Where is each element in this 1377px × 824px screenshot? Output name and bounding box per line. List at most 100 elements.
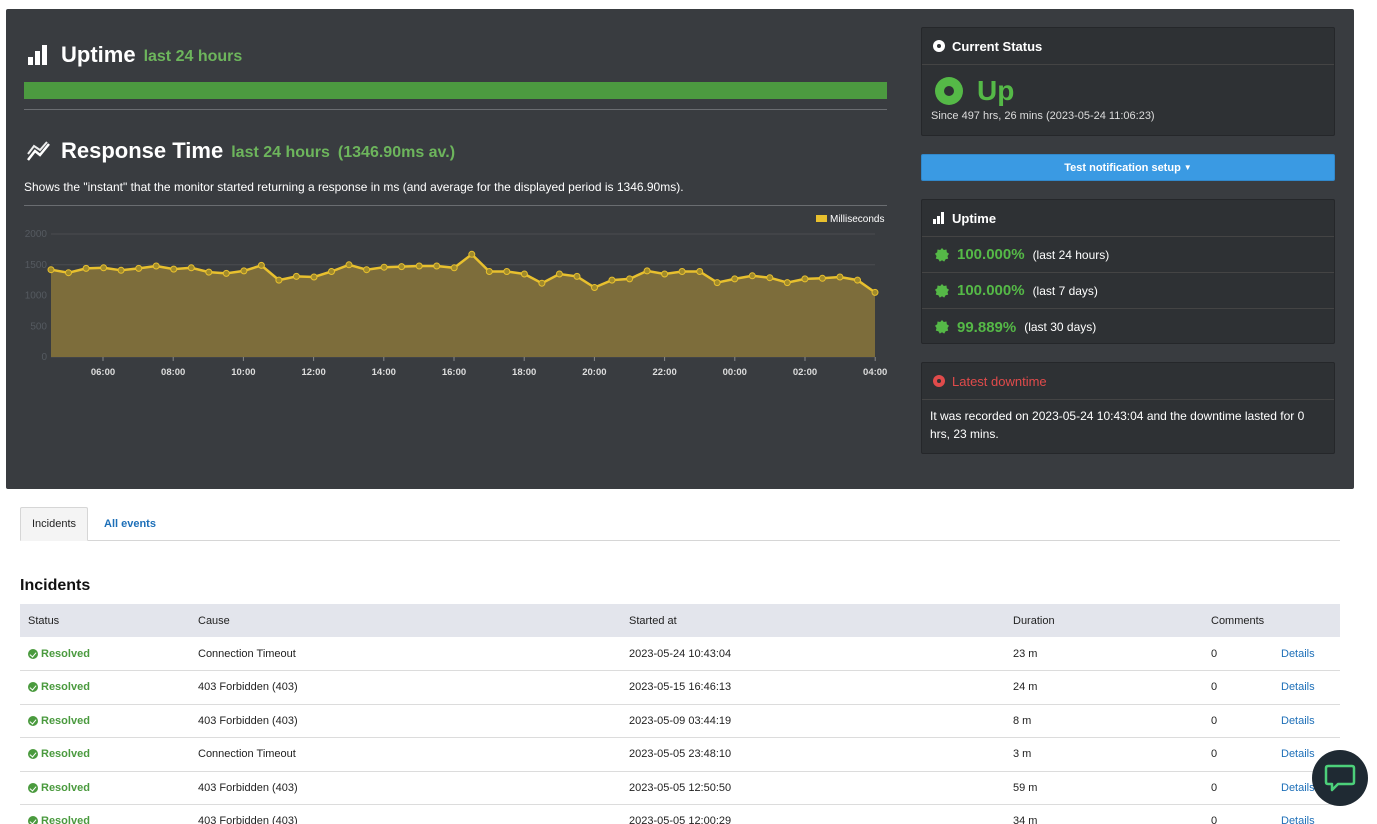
actions-cell: Details	[1273, 637, 1340, 671]
y-tick-label: 1000	[25, 291, 48, 302]
status-cell: Resolved	[20, 804, 190, 824]
data-point	[65, 269, 72, 277]
details-link[interactable]: Details	[1281, 714, 1315, 727]
legend-swatch	[816, 215, 827, 222]
data-point	[450, 264, 458, 272]
started-cell: 2023-05-05 12:00:29	[621, 804, 1005, 824]
divider	[24, 109, 887, 110]
details-link[interactable]: Details	[1281, 815, 1315, 824]
status-cell: Resolved	[20, 704, 190, 738]
uptime-heading: Uptime last 24 hours	[28, 42, 242, 68]
uptime-pct: 100.000%	[957, 282, 1025, 299]
table-row: Resolved Connection Timeout 2023-05-05 23:…	[20, 737, 1340, 772]
duration-cell: 24 m	[1005, 670, 1203, 705]
details-link[interactable]: Details	[1281, 647, 1315, 660]
status-label: Resolved	[41, 681, 90, 694]
x-tick-label: 14:00	[372, 367, 396, 378]
tab-all-events[interactable]: All events	[104, 518, 156, 530]
data-point	[363, 266, 371, 274]
data-point	[170, 265, 178, 273]
status-text: Up	[977, 75, 1015, 106]
data-point	[135, 264, 143, 272]
test-notification-button[interactable]: Test notification setup ▼	[921, 154, 1335, 181]
cause-cell: 403 Forbidden (403)	[190, 704, 621, 738]
column-status: Status	[20, 604, 190, 637]
x-tick-label: 18:00	[512, 367, 536, 378]
tab-incidents[interactable]: Incidents	[20, 507, 89, 541]
bar-chart-icon	[933, 212, 945, 224]
data-point	[818, 274, 826, 282]
latest-downtime-label: Latest downtime	[952, 373, 1047, 389]
incidents-heading: Incidents	[20, 577, 91, 594]
badge-check-icon	[935, 320, 949, 334]
status-row: Up	[922, 65, 1334, 107]
x-tick-label: 22:00	[652, 367, 676, 378]
duration-cell: 34 m	[1005, 804, 1203, 824]
data-point	[152, 262, 160, 270]
data-point	[433, 262, 441, 270]
incidents-table: Status Cause Started at Duration Comment…	[20, 604, 1340, 824]
chat-bubble-icon	[1324, 764, 1356, 792]
status-cell: Resolved	[20, 670, 190, 705]
details-link[interactable]: Details	[1281, 748, 1315, 761]
check-circle-icon	[28, 782, 38, 793]
tab-bar: Incidents All events	[20, 507, 1340, 541]
started-cell: 2023-05-09 03:44:19	[621, 704, 1005, 738]
data-point	[520, 270, 528, 278]
data-point	[713, 279, 721, 287]
data-point	[205, 268, 213, 276]
details-link[interactable]: Details	[1281, 781, 1315, 794]
table-row: Resolved Connection Timeout 2023-05-24 10:…	[20, 637, 1340, 671]
x-tick-label: 04:00	[863, 367, 887, 378]
details-link[interactable]: Details	[1281, 681, 1315, 694]
uptime-pct: 99.889%	[957, 318, 1017, 336]
uptime-box: Uptime 100.000% (last 24 hours) 100.000%…	[921, 199, 1335, 344]
line-chart-icon	[27, 141, 50, 161]
uptime-row-30d: 99.889% (last 30 days)	[922, 309, 1334, 345]
table-row: Resolved 403 Forbidden (403) 2023-05-09 03…	[20, 704, 1340, 738]
data-point	[801, 275, 809, 283]
data-point	[187, 264, 195, 272]
x-tick-label: 16:00	[442, 367, 466, 378]
caret-down-icon: ▼	[1183, 163, 1192, 172]
data-point	[310, 273, 318, 281]
response-time-chart: 0 500 1000 1500 2000 06:00 08:00 10:00 12:00 14:0…	[25, 214, 888, 378]
data-point	[468, 250, 476, 258]
bar-chart-icon	[28, 45, 49, 65]
check-circle-icon	[28, 816, 38, 824]
x-tick-label: 00:00	[723, 367, 747, 378]
dot-circle-icon	[933, 375, 945, 387]
response-time-subtitle: last 24 hours	[231, 144, 330, 161]
data-point	[485, 268, 493, 275]
duration-cell: 8 m	[1005, 704, 1203, 738]
badge-check-icon	[935, 247, 949, 262]
y-tick-label: 500	[30, 321, 47, 332]
duration-cell: 3 m	[1005, 737, 1203, 772]
status-cell: Resolved	[20, 737, 190, 772]
test-notification-label: Test notification setup	[1064, 161, 1181, 174]
duration-cell: 59 m	[1005, 771, 1203, 805]
data-point	[555, 270, 563, 278]
y-tick-label: 2000	[25, 229, 48, 240]
current-status-header: Current Status	[922, 28, 1334, 65]
data-point	[82, 264, 90, 272]
status-label: Resolved	[41, 714, 90, 727]
x-tick-label: 06:00	[91, 367, 115, 378]
started-cell: 2023-05-24 10:43:04	[621, 637, 1005, 671]
response-time-heading: Response Time last 24 hours (1346.90ms a…	[26, 138, 455, 164]
data-point	[503, 268, 511, 275]
y-tick-label: 1500	[25, 260, 48, 271]
started-cell: 2023-05-05 23:48:10	[621, 737, 1005, 772]
x-tick-label: 20:00	[582, 367, 606, 378]
status-since: Since 497 hrs, 26 mins (2023-05-24 11:06…	[931, 110, 1155, 122]
check-circle-icon	[28, 715, 38, 726]
data-point	[836, 273, 844, 281]
column-comments: Comments	[1203, 604, 1273, 637]
latest-downtime-text: It was recorded on 2023-05-24 10:43:04 a…	[930, 409, 1305, 441]
column-duration: Duration	[1005, 604, 1203, 637]
data-point	[608, 276, 616, 284]
data-point	[696, 268, 704, 275]
chat-button[interactable]	[1312, 750, 1368, 806]
cause-cell: 403 Forbidden (403)	[190, 771, 621, 805]
data-point	[783, 279, 791, 287]
